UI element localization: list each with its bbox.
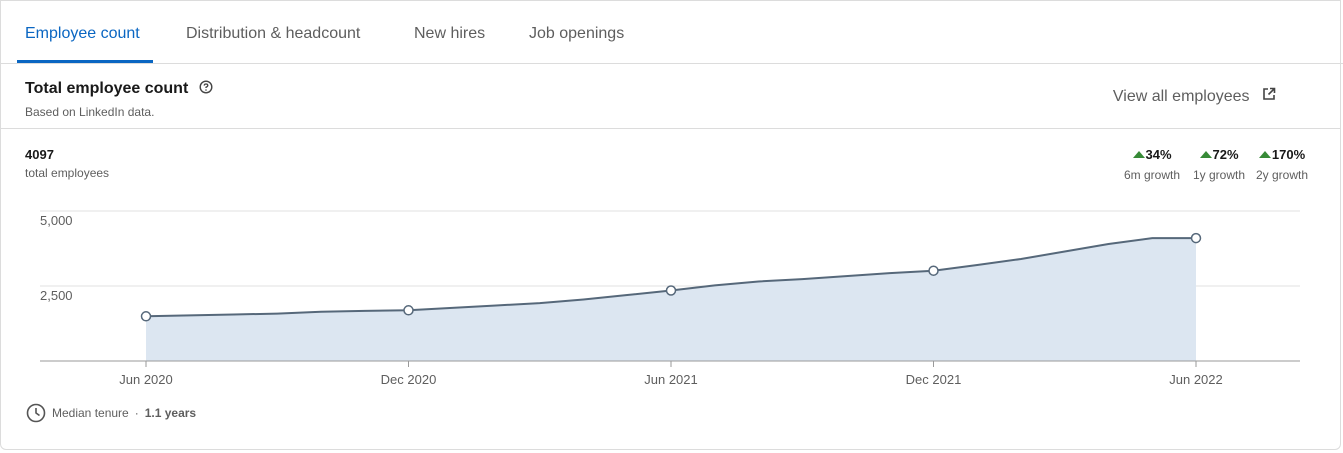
growth-value: 34% [1145, 147, 1172, 162]
tenure-value: 1.1 years [144, 406, 197, 420]
tab-indicator [17, 60, 153, 63]
tab[interactable]: New hires [414, 25, 486, 42]
total-value: 4097 [25, 147, 54, 162]
point-marker [1190, 232, 1202, 244]
growth-label: 6m growth [1124, 168, 1181, 182]
clock-icon [26, 403, 46, 423]
chart: 2,500 5,000 Jun 2020 Dec 2020 Jun 2021 Dec 20… [40, 210, 1300, 387]
y-tick-label: 5,000 [40, 213, 73, 228]
growth-label: 1y growth [1193, 168, 1246, 182]
total-label: total employees [25, 166, 110, 180]
x-tick-label: Jun 2022 [1169, 372, 1223, 387]
x-tick-label: Dec 2021 [906, 372, 962, 387]
growth-value: 72% [1212, 147, 1239, 162]
tab[interactable]: Distribution & headcount [186, 25, 361, 42]
title-text: Total employee count [25, 80, 189, 97]
area [146, 238, 1196, 361]
link-text[interactable]: View all employees [1112, 88, 1250, 105]
growth: 72% 1y growth [1193, 147, 1245, 182]
x-tick-label: Jun 2020 [119, 372, 173, 387]
subtitle: Based on LinkedIn data. [25, 105, 155, 119]
tenure-label: Median tenure [52, 406, 129, 420]
x-tick-label: Dec 2020 [381, 372, 437, 387]
view-all-link[interactable]: View all employees [1113, 87, 1276, 106]
help-icon[interactable] [199, 80, 213, 94]
y-tick-label: 2,500 [40, 288, 73, 303]
tab-bar: Employee count Distribution & headcount … [0, 0, 1343, 64]
point-marker [665, 285, 677, 296]
external-icon [1263, 87, 1276, 100]
separator: · [134, 406, 139, 420]
divider [1, 128, 1341, 129]
growth-label: 2y growth [1256, 168, 1309, 182]
point-marker [928, 265, 939, 276]
growth-value: 170% [1271, 147, 1306, 162]
point-marker [140, 311, 152, 322]
section-title: Total employee count [25, 80, 213, 98]
x-tick-label: Jun 2021 [644, 372, 698, 387]
growth: 170% 2y growth [1256, 147, 1308, 182]
tenure: Median tenure · 1.1 years [26, 403, 196, 423]
point-marker [403, 305, 414, 316]
tab[interactable]: Job openings [529, 25, 625, 42]
tab[interactable]: Employee count [25, 25, 140, 42]
growth: 34% 6m growth [1124, 147, 1180, 182]
